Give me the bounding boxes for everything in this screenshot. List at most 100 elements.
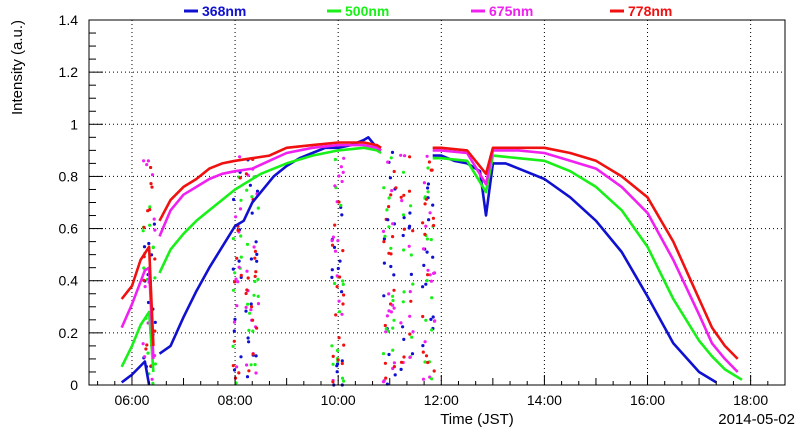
data-point xyxy=(239,273,243,277)
data-point xyxy=(426,182,430,186)
data-point xyxy=(233,271,237,275)
data-point xyxy=(407,226,411,230)
data-point xyxy=(330,268,334,272)
data-point xyxy=(254,371,258,375)
data-point xyxy=(407,244,411,248)
data-point xyxy=(250,195,254,199)
data-point xyxy=(423,360,427,364)
x-tick-label: 18:00 xyxy=(733,392,768,408)
data-point xyxy=(141,229,145,233)
data-point xyxy=(382,294,386,298)
data-point xyxy=(409,299,413,303)
data-point xyxy=(333,184,337,188)
data-point xyxy=(339,203,343,207)
x-tick-label: 06:00 xyxy=(114,392,149,408)
data-point xyxy=(389,246,393,250)
series-line-778nm xyxy=(432,146,739,360)
data-point xyxy=(402,248,406,252)
data-point xyxy=(408,332,412,336)
data-point xyxy=(234,215,238,219)
data-point xyxy=(341,279,345,283)
data-point xyxy=(231,288,236,292)
data-point xyxy=(426,268,430,272)
data-point xyxy=(231,237,235,241)
data-point xyxy=(424,224,428,228)
data-point xyxy=(402,227,406,231)
data-point xyxy=(424,318,428,322)
data-point xyxy=(239,355,243,359)
data-point xyxy=(402,216,406,220)
data-point xyxy=(336,266,340,271)
data-point xyxy=(337,336,341,340)
data-point xyxy=(239,198,243,202)
data-point xyxy=(384,327,388,331)
data-point xyxy=(402,193,406,197)
data-point xyxy=(146,351,150,355)
data-point xyxy=(410,335,414,339)
data-point xyxy=(238,207,243,211)
data-point xyxy=(337,200,341,204)
data-point xyxy=(254,240,258,244)
data-point xyxy=(335,274,339,278)
data-point xyxy=(256,277,260,281)
data-point xyxy=(427,160,431,164)
x-tick-label: 16:00 xyxy=(630,392,665,408)
data-point xyxy=(337,299,341,303)
data-point xyxy=(153,228,157,232)
data-point xyxy=(142,225,146,229)
y-tick-label: 0.6 xyxy=(59,221,79,237)
data-point xyxy=(147,241,151,246)
data-point xyxy=(341,282,345,286)
data-point xyxy=(429,238,433,242)
data-point xyxy=(400,199,404,203)
y-tick-label: 0.8 xyxy=(59,168,79,184)
data-point xyxy=(386,218,390,222)
x-tick-label: 12:00 xyxy=(424,392,459,408)
data-point xyxy=(389,264,393,269)
data-point xyxy=(382,237,386,241)
data-point xyxy=(237,371,241,375)
data-point xyxy=(430,328,434,332)
data-point xyxy=(342,379,346,383)
data-point xyxy=(249,257,253,261)
data-point xyxy=(248,311,252,315)
data-point xyxy=(232,339,236,343)
data-point xyxy=(391,298,395,303)
data-point xyxy=(247,340,251,344)
data-point xyxy=(425,237,429,241)
data-point xyxy=(153,257,157,261)
data-point xyxy=(341,170,345,174)
data-point xyxy=(244,305,248,309)
data-point xyxy=(332,245,337,249)
data-point xyxy=(153,362,157,366)
data-point xyxy=(254,270,258,274)
data-point xyxy=(430,168,434,172)
data-point xyxy=(233,317,237,321)
data-point xyxy=(249,363,253,367)
data-point xyxy=(248,183,252,187)
data-point xyxy=(252,245,256,249)
data-point xyxy=(235,365,239,369)
data-point xyxy=(386,329,390,333)
data-point xyxy=(249,302,253,306)
data-point xyxy=(333,249,338,253)
series-line-500nm xyxy=(158,146,382,274)
data-point xyxy=(141,342,145,346)
data-point xyxy=(393,373,397,377)
data-point xyxy=(335,285,339,289)
data-point xyxy=(392,169,396,174)
data-point xyxy=(340,376,345,380)
series-line-778nm xyxy=(120,245,155,346)
data-point xyxy=(399,321,403,325)
data-point xyxy=(399,195,403,199)
data-point xyxy=(237,259,241,263)
data-point xyxy=(338,275,342,279)
data-point xyxy=(245,188,249,192)
data-point xyxy=(387,292,391,296)
data-point xyxy=(231,344,235,348)
data-point xyxy=(390,150,395,154)
data-point xyxy=(381,380,386,384)
data-point xyxy=(383,323,387,328)
data-point xyxy=(249,308,253,312)
data-point xyxy=(421,377,426,381)
